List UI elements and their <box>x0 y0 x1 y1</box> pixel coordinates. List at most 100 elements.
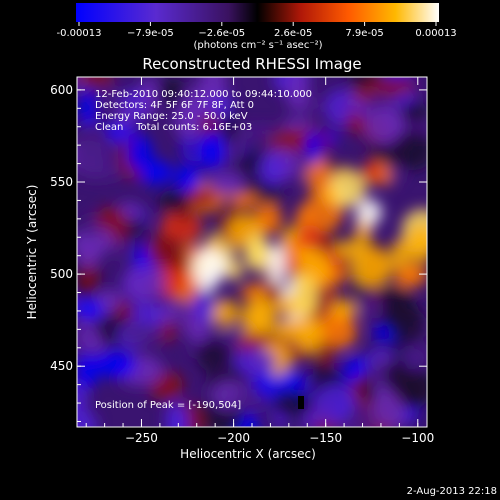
annotation-detectors: Detectors: 4F 5F 6F 7F 8F, Att 0 <box>95 100 254 111</box>
peak-marker <box>298 396 304 409</box>
heatmap-blob <box>165 303 182 324</box>
heatmap-blob <box>349 247 393 288</box>
heatmap-blob <box>196 132 226 170</box>
heatmap-blob <box>401 101 427 124</box>
heatmap-blob <box>77 410 99 427</box>
heatmap-blob <box>355 199 383 226</box>
heatmap-blob <box>364 108 405 145</box>
heatmap-blob <box>286 77 309 111</box>
heatmap-blob <box>77 77 116 87</box>
heatmap-blob <box>306 156 332 197</box>
y-tick-label: 500 <box>50 267 73 281</box>
heatmap-blob <box>258 154 286 187</box>
heatmap-blob <box>147 233 185 268</box>
heatmap-blob <box>405 224 427 264</box>
chart-title: Reconstructed RHESSI Image <box>142 55 361 73</box>
heatmap-blob <box>157 78 186 105</box>
heatmap-blob <box>174 164 202 193</box>
annotation-counts: Clean Total counts: 6.16E+03 <box>95 122 252 133</box>
heatmap-blob <box>391 130 427 171</box>
heatmap-blob <box>296 316 324 354</box>
heatmap-blob <box>272 389 313 418</box>
colorbar-tick-label: −2.6e-05 <box>198 28 245 39</box>
colorbar-gradient <box>76 3 439 22</box>
heatmap-blob <box>245 123 280 141</box>
heatmap-blob <box>229 192 259 209</box>
heatmap-blob <box>235 347 277 377</box>
heatmap-blob <box>385 77 416 95</box>
footer-date: 2-Aug-2013 22:18 <box>407 486 497 497</box>
heatmap-blob <box>397 376 427 410</box>
heatmap-blob <box>224 259 244 281</box>
annotation-time: 12-Feb-2010 09:40:12.000 to 09:44:10.000 <box>95 89 312 100</box>
heatmap-blob <box>358 295 384 324</box>
heatmap-area <box>77 77 427 427</box>
heatmap-blob <box>251 299 277 335</box>
y-tick-label: 550 <box>50 175 73 189</box>
colorbar-tick-label: 2.6e-05 <box>274 28 312 39</box>
heatmap-blob <box>361 162 381 184</box>
heatmap-blob <box>140 77 158 117</box>
heatmap-blob <box>312 361 330 381</box>
colorbar-tick-label: −7.9e-05 <box>127 28 174 39</box>
colorbar-tick-label: 7.9e-05 <box>345 28 383 39</box>
heatmap-blob <box>323 187 340 205</box>
heatmap-blob <box>221 328 246 347</box>
x-tick-label: −250 <box>125 431 158 445</box>
heatmap-blob <box>126 135 153 172</box>
colorbar-unit-label: (photons cm⁻² s⁻¹ asec⁻²) <box>193 40 322 51</box>
heatmap-blob <box>339 298 357 319</box>
heatmap-blob <box>115 106 134 130</box>
heatmap-blob <box>199 77 228 101</box>
heatmap-blob <box>173 102 204 140</box>
heatmap-blob <box>325 88 353 127</box>
colorbar: -0.00013 −7.9e-05 −2.6e-05 2.6e-05 7.9e-05 0.… <box>57 3 457 51</box>
colorbar-ticks: -0.00013 −7.9e-05 −2.6e-05 2.6e-05 7.9e-05 0.… <box>57 22 457 39</box>
heatmap-blob <box>77 353 99 389</box>
colorbar-tick-label: 0.00013 <box>415 28 456 39</box>
heatmap-blob <box>207 171 244 195</box>
annotation-energy: Energy Range: 25.0 - 50.0 keV <box>95 111 248 122</box>
heatmap-blob <box>192 288 215 325</box>
heatmap-blob <box>78 89 96 122</box>
heatmap-blob <box>394 265 417 289</box>
y-axis: 450 500 550 600 <box>50 83 427 422</box>
heatmap-blob <box>302 409 319 427</box>
heatmap-blob <box>164 400 189 427</box>
heatmap-blob <box>94 350 137 378</box>
annotations: 12-Feb-2010 09:40:12.000 to 09:44:10.000… <box>95 89 312 411</box>
heatmap-blob <box>387 306 427 343</box>
heatmap-blob <box>267 244 287 286</box>
heatmap-blob <box>196 339 232 372</box>
x-axis: −250 −200 −150 −100 <box>85 77 434 445</box>
heatmap-blob <box>230 389 271 410</box>
heatmap-blob <box>121 322 166 346</box>
heatmap-blob <box>305 129 323 166</box>
heatmap-blob <box>292 274 317 316</box>
heatmap-blob <box>368 356 388 388</box>
heatmap-blob <box>344 356 367 378</box>
y-tick-label: 600 <box>50 83 73 97</box>
heatmap-blob <box>94 289 124 309</box>
x-tick-label: −150 <box>309 431 342 445</box>
heatmap-blob <box>296 224 323 250</box>
heatmap-blob <box>77 381 88 418</box>
y-tick-label: 450 <box>50 359 73 373</box>
heatmap-blob <box>377 284 412 311</box>
heatmap-blob <box>77 300 104 319</box>
peak-position-label: Position of Peak = [-190,504] <box>95 400 241 411</box>
y-axis-label: Heliocentric Y (arcsec) <box>25 185 39 320</box>
heatmap-blob <box>211 298 239 327</box>
heatmap-intensity-field <box>77 77 427 427</box>
heatmap-blob <box>158 189 190 214</box>
heatmap-blob <box>276 369 305 397</box>
heatmap-blob <box>193 247 223 291</box>
heatmap-blob <box>82 214 99 242</box>
heatmap-blob <box>98 86 118 109</box>
heatmap-blob <box>323 313 358 350</box>
heatmap-blob <box>184 187 218 208</box>
heatmap-blob <box>124 264 166 300</box>
colorbar-tick-label: -0.00013 <box>57 28 102 39</box>
heatmap-blob <box>77 137 109 179</box>
